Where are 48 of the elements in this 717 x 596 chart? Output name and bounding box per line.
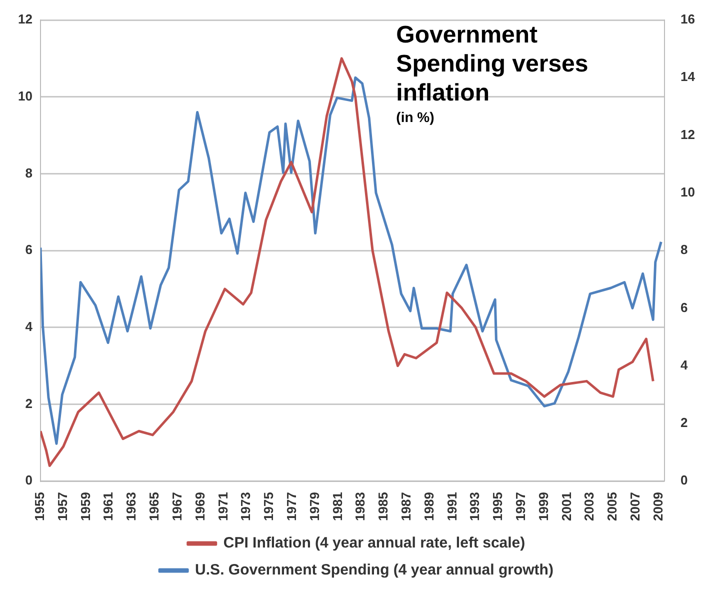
- x-tick-label: 1961: [100, 492, 116, 521]
- x-tick-label: 1965: [146, 492, 162, 521]
- text: Government Spending verses inflation: [396, 22, 588, 107]
- x-tick-label: 1975: [261, 492, 276, 521]
- x-tick-label: 1969: [192, 492, 208, 521]
- legend-label: U.S. Government Spending (4 year annual growth): [195, 562, 554, 579]
- x-tick-label: 1955: [32, 492, 48, 521]
- y2-tick-label: 2: [680, 415, 688, 430]
- y2-tick-label: 0: [680, 472, 688, 488]
- x-tick-label: 1971: [215, 492, 230, 521]
- x-tick-label: 1973: [238, 492, 254, 521]
- x-tick-label: 1987: [398, 492, 414, 521]
- x-tick-label: 2009: [650, 492, 666, 521]
- x-tick-label: 1985: [376, 492, 391, 521]
- x-tick-label: 1957: [54, 492, 70, 521]
- x-tick-label: 2007: [627, 492, 642, 521]
- x-tick-label: 1963: [124, 492, 139, 521]
- x-tick-label: 1995: [490, 492, 506, 521]
- y-tick-label: 2: [25, 396, 32, 411]
- x-tick-label: 1991: [444, 492, 460, 521]
- x-tick-label: 1979: [306, 492, 322, 521]
- x-tick-label: 1981: [330, 492, 345, 521]
- legend-label: CPI Inflation (4 year annual rate, left scale): [223, 534, 526, 552]
- text: (in %): [396, 108, 434, 125]
- y-tick-label: 6: [25, 242, 32, 258]
- x-tick-label: 1997: [512, 492, 528, 521]
- x-tick-label: 1977: [284, 492, 299, 521]
- x-tick-label: 1967: [169, 492, 184, 521]
- x-tick-label: 2003: [582, 492, 597, 521]
- y2-tick-label: 4: [680, 357, 689, 372]
- x-tick-label: 1959: [78, 492, 93, 521]
- y-tick-label: 0: [25, 472, 32, 488]
- x-tick-label: 1989: [421, 492, 436, 521]
- y2-tick-label: 6: [680, 300, 688, 315]
- y-tick-label: 4: [25, 318, 34, 334]
- y-tick-label: 8: [25, 165, 32, 180]
- y2-tick-label: 8: [680, 242, 688, 258]
- x-tick-label: 2001: [558, 492, 574, 521]
- x-tick-label: 1993: [467, 492, 482, 521]
- y2-tick-label: 10: [680, 184, 696, 200]
- y-tick-label: 12: [18, 12, 32, 27]
- y2-tick-label: 14: [680, 69, 696, 84]
- y-tick-label: 10: [18, 88, 32, 104]
- x-tick-label: 1983: [352, 492, 368, 521]
- y2-tick-label: 16: [680, 12, 696, 27]
- y2-tick-label: 12: [680, 126, 696, 142]
- x-tick-label: 2005: [604, 492, 620, 521]
- x-tick-label: 1999: [536, 492, 551, 521]
